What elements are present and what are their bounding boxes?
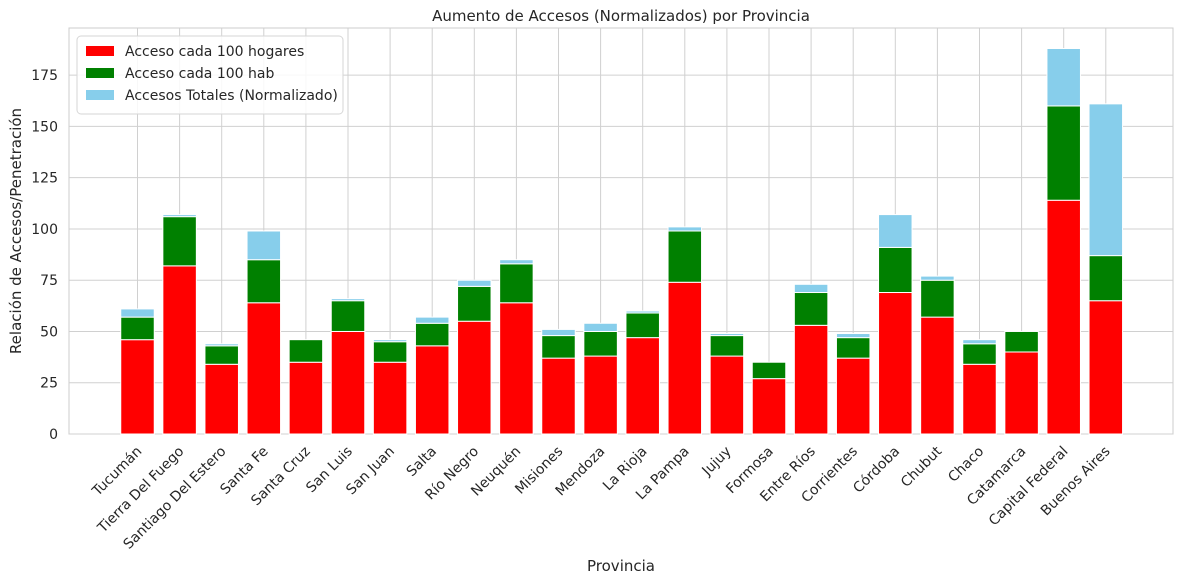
bar-series-1 — [625, 337, 660, 435]
bar-series-1 — [667, 281, 703, 435]
bar-series-2 — [751, 361, 787, 380]
bar-series-2 — [541, 335, 576, 359]
bar-series-1 — [541, 357, 576, 435]
bar-series-1 — [583, 355, 618, 435]
bar-series-1 — [414, 345, 450, 435]
legend: Acceso cada 100 hogares Acceso cada 100 h… — [76, 35, 344, 115]
bar-series-1 — [962, 363, 997, 435]
bar-series-3 — [920, 275, 955, 281]
bar-series-3 — [878, 214, 913, 248]
bar-series-2 — [583, 330, 618, 357]
bar-series-2 — [1004, 330, 1039, 353]
bar-series-2 — [1046, 105, 1081, 201]
bar-series-1 — [499, 302, 534, 435]
bar-series-1 — [920, 316, 955, 435]
bar-series-2 — [372, 341, 408, 363]
legend-label: Accesos Totales (Normalizado) — [125, 88, 338, 104]
bar-series-3 — [246, 230, 282, 261]
bar-series-2 — [457, 285, 492, 322]
y-tick-label: 25 — [40, 376, 58, 392]
bar-series-1 — [793, 324, 829, 435]
y-tick-label: 50 — [40, 324, 58, 340]
x-axis-title: Provincia — [587, 557, 655, 575]
y-ticks: 0 25 50 75 100 125 150 175 — [31, 68, 58, 443]
bar-series-1 — [288, 361, 324, 435]
bar-series-3 — [709, 333, 745, 337]
bar-series-3 — [667, 226, 703, 232]
legend-swatch — [86, 68, 114, 78]
bar-series-2 — [120, 316, 155, 341]
bar-series-3 — [499, 259, 534, 265]
bar-series-2 — [499, 263, 534, 304]
bar-series-2 — [835, 337, 871, 359]
bar-series-2 — [414, 322, 450, 347]
y-tick-label: 150 — [31, 119, 58, 135]
bar-series-1 — [162, 265, 197, 435]
bar-series-2 — [667, 230, 703, 283]
bar-series-1 — [330, 330, 366, 435]
bar-series-2 — [878, 246, 913, 294]
bar-series-3 — [962, 339, 997, 345]
y-tick-label: 125 — [31, 171, 58, 187]
legend-swatch — [86, 90, 114, 100]
bar-series-2 — [793, 292, 829, 326]
bar-series-2 — [246, 259, 282, 304]
bar-series-3 — [204, 343, 239, 347]
bar-series-1 — [835, 357, 871, 435]
y-tick-label: 175 — [31, 68, 58, 84]
bar-series-1 — [709, 355, 745, 435]
bar-series-2 — [709, 335, 745, 357]
bar-series-2 — [920, 279, 955, 318]
bars — [120, 48, 1124, 435]
bar-series-1 — [120, 339, 155, 435]
bar-series-3 — [583, 322, 618, 332]
bar-series-1 — [1088, 300, 1124, 435]
bar-series-1 — [457, 320, 492, 435]
bar-series-3 — [625, 310, 660, 314]
bar-series-2 — [288, 339, 324, 363]
legend-box — [76, 35, 344, 115]
bar-series-2 — [204, 345, 239, 365]
bar-series-3 — [162, 214, 197, 218]
bar-series-3 — [1088, 103, 1124, 257]
bar-series-1 — [246, 302, 282, 435]
bar-series-1 — [204, 363, 239, 435]
bar-series-2 — [330, 300, 366, 332]
x-tick-label: Jujuy — [699, 444, 735, 480]
x-tick-label: Salta — [404, 444, 440, 480]
x-tick-label: Chubut — [898, 443, 946, 491]
bar-series-1 — [1004, 351, 1039, 435]
bar-series-3 — [457, 279, 492, 287]
bar-series-3 — [120, 308, 155, 318]
bar-series-1 — [878, 292, 913, 435]
y-axis-title: Relación de Accesos/Penetración — [7, 108, 25, 354]
bar-series-1 — [372, 361, 408, 435]
bar-series-3 — [835, 333, 871, 339]
x-tick-label: Córdoba — [850, 444, 903, 497]
y-tick-label: 75 — [40, 273, 58, 289]
bar-series-1 — [751, 378, 787, 435]
legend-label: Acceso cada 100 hogares — [125, 44, 304, 60]
legend-label: Acceso cada 100 hab — [125, 66, 274, 82]
bar-series-3 — [372, 339, 408, 343]
y-tick-label: 0 — [49, 427, 58, 443]
bar-series-1 — [1046, 199, 1081, 435]
bar-series-2 — [1088, 255, 1124, 302]
chart-title: Aumento de Accesos (Normalizados) por Pr… — [432, 7, 810, 25]
bar-series-2 — [625, 312, 660, 339]
bar-series-2 — [962, 343, 997, 365]
bar-series-3 — [1046, 48, 1081, 107]
bar-series-3 — [414, 316, 450, 324]
y-tick-label: 100 — [31, 222, 58, 238]
bar-series-3 — [330, 298, 366, 302]
bar-series-2 — [162, 216, 197, 267]
bar-series-3 — [541, 328, 576, 337]
legend-swatch — [86, 46, 114, 56]
bar-series-3 — [793, 283, 829, 294]
